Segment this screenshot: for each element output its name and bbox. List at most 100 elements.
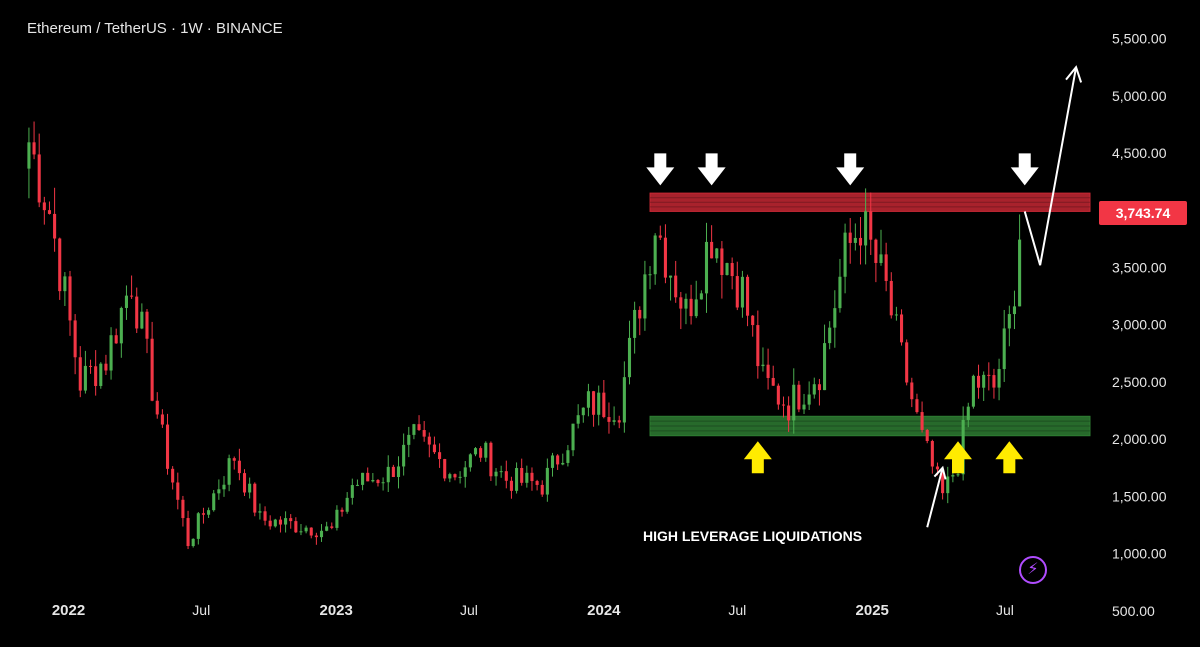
candle — [489, 441, 493, 482]
candle — [638, 306, 642, 336]
candle-body — [391, 466, 395, 478]
up-arrow-icon — [743, 441, 772, 474]
candle-body — [956, 474, 960, 476]
up-arrow-icon — [944, 441, 973, 474]
candle-body — [710, 241, 714, 259]
candle-body — [653, 235, 657, 275]
candle-body — [94, 366, 98, 386]
candle-body — [242, 473, 247, 493]
candle — [612, 406, 616, 426]
candle-body — [484, 442, 488, 458]
down-arrow-icon — [646, 153, 675, 186]
candle — [499, 465, 503, 478]
candle-body — [27, 142, 31, 169]
candle — [971, 374, 975, 409]
candle-body — [366, 472, 370, 482]
candle — [227, 454, 231, 492]
candle-body — [253, 483, 257, 513]
candle — [345, 492, 349, 514]
candle-body — [130, 295, 134, 297]
candle — [361, 472, 365, 491]
candle-body — [889, 280, 893, 316]
x-tick-label: 2024 — [587, 602, 621, 619]
candle-body — [273, 519, 277, 527]
candle — [689, 284, 693, 325]
lightning-bolt-icon[interactable]: ⚡ — [1019, 556, 1047, 584]
candle — [448, 472, 452, 483]
candle-body — [828, 327, 832, 344]
candle-body — [915, 399, 919, 413]
candle — [217, 479, 221, 500]
candle — [196, 511, 200, 545]
candle-body — [581, 407, 585, 416]
candle — [561, 453, 565, 466]
candle-body — [453, 474, 457, 478]
candle — [853, 223, 857, 251]
candle-body — [987, 374, 991, 376]
candle — [725, 262, 729, 276]
support-zone — [649, 415, 1091, 437]
candle — [340, 507, 344, 517]
last-price-badge: 3,743.74 — [1099, 201, 1187, 225]
candle — [453, 473, 457, 481]
candle — [37, 133, 41, 208]
candle-body — [1012, 306, 1017, 315]
candle — [735, 261, 739, 311]
candle-body — [730, 263, 734, 277]
candle — [68, 270, 72, 336]
candle-body — [1002, 328, 1006, 370]
candle-body — [37, 154, 41, 203]
candle — [278, 516, 282, 533]
candle — [987, 362, 991, 391]
candle — [504, 460, 508, 489]
candle-body — [946, 476, 950, 494]
candle-body — [473, 448, 478, 455]
candle — [207, 507, 211, 518]
candle-body — [771, 377, 775, 386]
candle-body — [427, 436, 431, 445]
candle — [946, 466, 950, 504]
candle-body — [961, 419, 965, 475]
candle-body — [263, 511, 267, 521]
candle-body — [479, 448, 483, 458]
candle — [83, 350, 87, 394]
candle-body — [900, 314, 904, 343]
candle-body — [971, 375, 975, 407]
candle-body — [443, 459, 447, 479]
candle — [699, 290, 703, 300]
candle-body — [802, 404, 806, 410]
candle-body — [787, 405, 791, 421]
candle — [417, 415, 421, 431]
candle-body — [124, 295, 128, 308]
candle-body — [463, 467, 467, 477]
annotation-pointer — [926, 467, 944, 528]
candle — [833, 290, 837, 348]
candle — [201, 507, 205, 524]
candle-body — [592, 391, 596, 415]
candle — [114, 328, 118, 344]
candle — [222, 476, 226, 497]
candle — [253, 482, 257, 517]
candle — [1018, 214, 1022, 307]
candle — [766, 348, 770, 390]
candle — [694, 280, 698, 319]
candle-body — [330, 526, 334, 528]
candle-body — [53, 213, 57, 239]
candle-body — [525, 472, 529, 483]
candle — [941, 468, 945, 500]
candle-body — [797, 384, 801, 410]
candle — [715, 247, 719, 263]
projection-arrowhead — [1065, 65, 1083, 83]
candle — [617, 415, 621, 429]
candle — [212, 489, 216, 512]
candle — [1002, 309, 1006, 382]
candle — [468, 453, 472, 472]
y-tick-label: 2,000.00 — [1112, 431, 1167, 447]
candle-body — [47, 210, 52, 214]
candle-body — [371, 480, 375, 482]
candle-body — [925, 429, 929, 442]
candle-body — [402, 444, 406, 467]
candle-body — [812, 384, 816, 395]
candle — [314, 532, 318, 545]
